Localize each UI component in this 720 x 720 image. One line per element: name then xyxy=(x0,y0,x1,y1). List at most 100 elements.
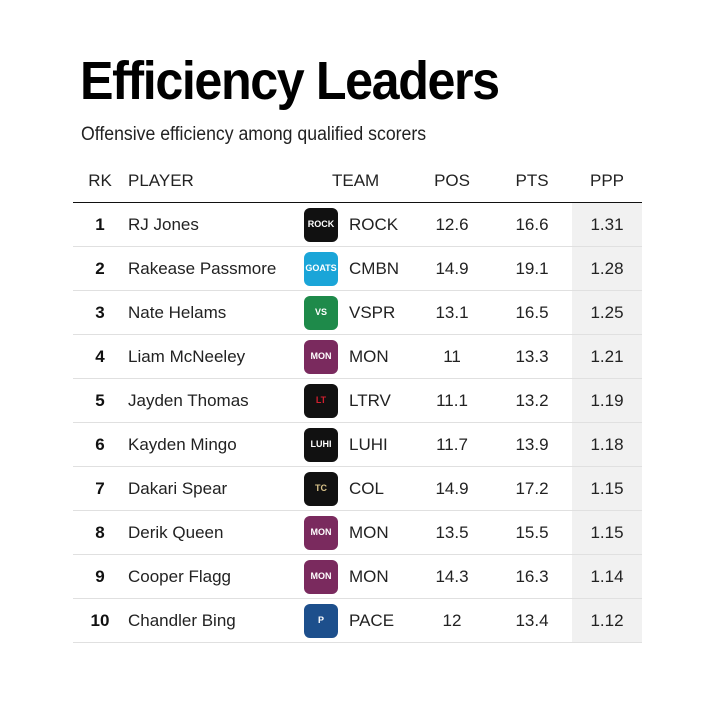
team-logo-cell: VS xyxy=(292,290,348,335)
team-logo-cell: P xyxy=(292,598,348,643)
team-logo-cell: MON xyxy=(292,334,348,379)
pts-cell: 13.2 xyxy=(492,378,573,423)
ppp-cell: 1.14 xyxy=(572,554,643,599)
pos-cell: 11.7 xyxy=(412,422,493,467)
rank-cell: 8 xyxy=(73,510,127,555)
chart-subtitle: Offensive efficiency among qualified sco… xyxy=(81,124,427,145)
header-team: TEAM xyxy=(292,160,413,203)
pos-cell: 12 xyxy=(412,598,493,643)
header-pts: PTS xyxy=(492,160,573,203)
player-name-cell: Jayden Thomas xyxy=(127,378,292,423)
rank-cell: 2 xyxy=(73,246,127,291)
pts-cell: 13.9 xyxy=(492,422,573,467)
team-code-cell: LUHI xyxy=(348,422,413,467)
rank-cell: 9 xyxy=(73,554,127,599)
pos-cell: 13.1 xyxy=(412,290,493,335)
pts-cell: 16.3 xyxy=(492,554,573,599)
pos-cell: 13.5 xyxy=(412,510,493,555)
team-logo-cell: TC xyxy=(292,466,348,511)
eagle-logo: MON xyxy=(304,339,338,374)
header-pos: POS xyxy=(412,160,493,203)
table-row: 6 Kayden Mingo LUHI LUHI 11.7 13.9 1.18 xyxy=(73,422,643,467)
pts-cell: 15.5 xyxy=(492,510,573,555)
team-logo-cell: LUHI xyxy=(292,422,348,467)
table-row: 2 Rakease Passmore GOATS CMBN 14.9 19.1 1.28 xyxy=(73,246,643,291)
pts-cell: 13.4 xyxy=(492,598,573,643)
player-name-cell: Liam McNeeley xyxy=(127,334,292,379)
player-name-cell: Derik Queen xyxy=(127,510,292,555)
team-code-cell: VSPR xyxy=(348,290,413,335)
header-player: PLAYER xyxy=(127,160,292,203)
ppp-cell: 1.15 xyxy=(572,510,643,555)
rank-cell: 1 xyxy=(73,202,127,247)
table-row: 8 Derik Queen MON MON 13.5 15.5 1.15 xyxy=(73,510,643,555)
table-body: 1 RJ Jones ROCK ROCK 12.6 16.6 1.31 2 Rakease Pa… xyxy=(73,202,643,643)
team-code-cell: CMBN xyxy=(348,246,413,291)
pos-cell: 14.9 xyxy=(412,246,493,291)
team-code-cell: LTRV xyxy=(348,378,413,423)
pts-cell: 17.2 xyxy=(492,466,573,511)
header-ppp: PPP xyxy=(572,160,643,203)
goats-logo: GOATS xyxy=(304,251,338,286)
rank-cell: 6 xyxy=(73,422,127,467)
ppp-cell: 1.18 xyxy=(572,422,643,467)
team-code-cell: MON xyxy=(348,334,413,379)
team-code-cell: MON xyxy=(348,510,413,555)
team-logo-cell: MON xyxy=(292,554,348,599)
lt-logo: LT xyxy=(304,383,338,418)
player-name-cell: RJ Jones xyxy=(127,202,292,247)
team-logo-cell: MON xyxy=(292,510,348,555)
pos-cell: 14.9 xyxy=(412,466,493,511)
tc-logo: TC xyxy=(304,471,338,506)
ppp-cell: 1.21 xyxy=(572,334,643,379)
rank-cell: 5 xyxy=(73,378,127,423)
team-code-cell: ROCK xyxy=(348,202,413,247)
rank-cell: 4 xyxy=(73,334,127,379)
player-name-cell: Chandler Bing xyxy=(127,598,292,643)
pos-cell: 12.6 xyxy=(412,202,493,247)
pts-cell: 16.5 xyxy=(492,290,573,335)
player-name-cell: Rakease Passmore xyxy=(127,246,292,291)
pts-cell: 19.1 xyxy=(492,246,573,291)
header-team-label: TEAM xyxy=(332,171,380,190)
table-row: 4 Liam McNeeley MON MON 11 13.3 1.21 xyxy=(73,334,643,379)
player-name-cell: Dakari Spear xyxy=(127,466,292,511)
team-code-cell: MON xyxy=(348,554,413,599)
table-row: 7 Dakari Spear TC COL 14.9 17.2 1.15 xyxy=(73,466,643,511)
pts-cell: 16.6 xyxy=(492,202,573,247)
eagle-logo: MON xyxy=(304,515,338,550)
leaders-table: RK PLAYER TEAM POS PTS PPP 1 RJ Jones ROCK… xyxy=(73,160,643,643)
ppp-cell: 1.15 xyxy=(572,466,643,511)
header-rk: RK xyxy=(73,160,127,203)
chart-title: Efficiency Leaders xyxy=(80,51,500,111)
rank-cell: 10 xyxy=(73,598,127,643)
pos-cell: 11.1 xyxy=(412,378,493,423)
table-row: 5 Jayden Thomas LT LTRV 11.1 13.2 1.19 xyxy=(73,378,643,423)
team-logo-cell: ROCK xyxy=(292,202,348,247)
rank-cell: 3 xyxy=(73,290,127,335)
table-row: 9 Cooper Flagg MON MON 14.3 16.3 1.14 xyxy=(73,554,643,599)
knight-logo: LUHI xyxy=(304,427,338,462)
ppp-cell: 1.19 xyxy=(572,378,643,423)
table-row: 3 Nate Helams VS VSPR 13.1 16.5 1.25 xyxy=(73,290,643,335)
ppp-cell: 1.25 xyxy=(572,290,643,335)
vs-logo: VS xyxy=(304,295,338,330)
player-name-cell: Cooper Flagg xyxy=(127,554,292,599)
pts-cell: 13.3 xyxy=(492,334,573,379)
header-row: RK PLAYER TEAM POS PTS PPP xyxy=(73,160,643,203)
ppp-cell: 1.12 xyxy=(572,598,643,643)
ppp-cell: 1.28 xyxy=(572,246,643,291)
team-code-cell: PACE xyxy=(348,598,413,643)
pos-cell: 14.3 xyxy=(412,554,493,599)
player-name-cell: Kayden Mingo xyxy=(127,422,292,467)
player-name-cell: Nate Helams xyxy=(127,290,292,335)
eagle-logo: MON xyxy=(304,559,338,594)
ppp-cell: 1.31 xyxy=(572,202,643,247)
rank-cell: 7 xyxy=(73,466,127,511)
team-code-cell: COL xyxy=(348,466,413,511)
team-logo-cell: LT xyxy=(292,378,348,423)
pos-cell: 11 xyxy=(412,334,493,379)
table-row: 1 RJ Jones ROCK ROCK 12.6 16.6 1.31 xyxy=(73,202,643,247)
pace-logo: P xyxy=(304,603,338,638)
table-row: 10 Chandler Bing P PACE 12 13.4 1.12 xyxy=(73,598,643,643)
